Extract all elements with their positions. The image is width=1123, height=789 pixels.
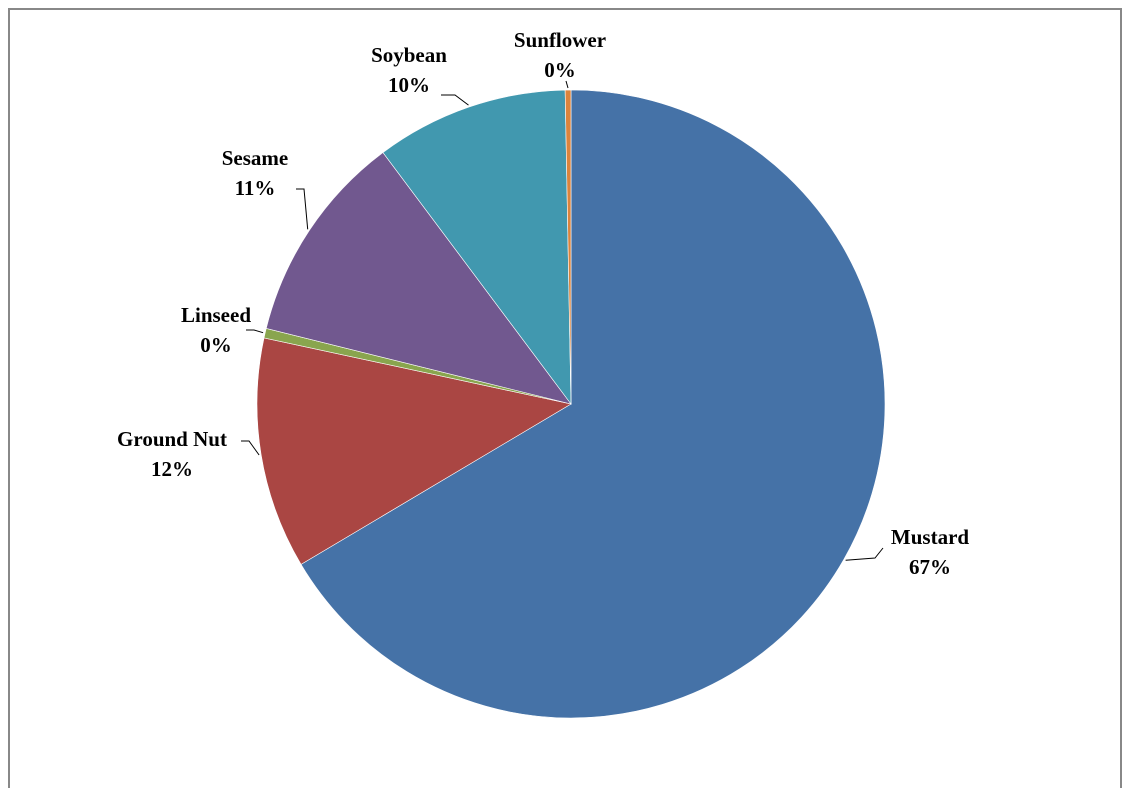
pie-slices <box>256 89 886 719</box>
slice-label-sunflower: Sunflower <box>514 28 606 52</box>
leader-line-ground-nut <box>241 440 260 456</box>
slice-label-sesame: Sesame <box>222 146 289 170</box>
slice-label-mustard: Mustard <box>891 525 969 549</box>
leader-line-sunflower <box>565 80 569 89</box>
slice-percent-ground-nut: 12% <box>151 457 193 481</box>
leader-line-sesame <box>296 188 309 230</box>
slice-percent-mustard: 67% <box>909 555 951 579</box>
slice-percent-sesame: 11% <box>235 176 276 200</box>
pie-slice-soybean <box>382 89 572 405</box>
slice-percent-linseed: 0% <box>200 333 232 357</box>
leader-line-soybean <box>441 94 469 106</box>
leader-lines <box>241 80 884 561</box>
leader-line-mustard <box>845 547 884 561</box>
pie-slice-sesame <box>265 152 572 405</box>
pie-slice-mustard <box>300 89 886 719</box>
slice-percent-soybean: 10% <box>388 73 430 97</box>
slice-percent-sunflower: 0% <box>544 58 576 82</box>
slice-label-soybean: Soybean <box>371 43 447 67</box>
pie-slice-sunflower <box>564 89 572 405</box>
slice-label-ground-nut: Ground Nut <box>117 427 227 451</box>
leader-line-linseed <box>246 329 264 334</box>
slice-label-linseed: Linseed <box>181 303 251 327</box>
pie-slice-ground-nut <box>256 337 572 565</box>
